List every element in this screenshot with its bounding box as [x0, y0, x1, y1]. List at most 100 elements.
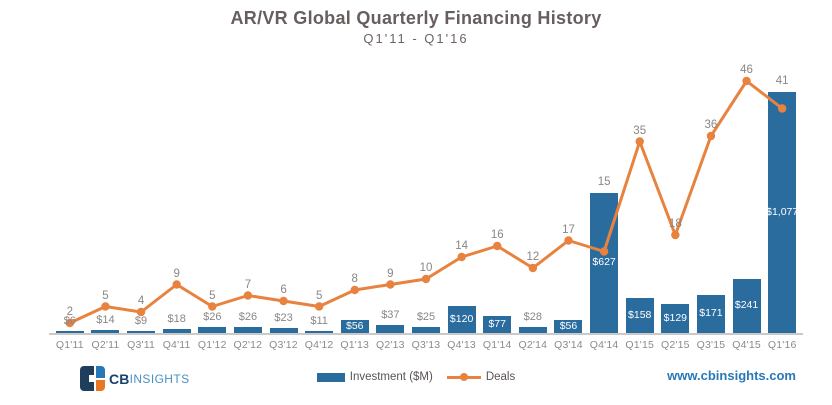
- investment-bar: [661, 304, 690, 333]
- legend-item-investment: Investment ($M): [316, 371, 433, 383]
- deals-point: [742, 76, 751, 86]
- deals-point: [564, 236, 573, 245]
- deals-value-label: 16: [490, 229, 504, 241]
- x-axis-label: Q4'15: [732, 339, 761, 351]
- logo-navy-block: [80, 366, 94, 391]
- investment-bar: [625, 298, 654, 333]
- legend-item-deals: Deals: [446, 371, 516, 383]
- legend-investment-label: Investment ($M): [349, 371, 433, 383]
- deals-point: [243, 291, 253, 300]
- investment-bar: [518, 327, 547, 333]
- bar-value-label: $26: [203, 311, 222, 323]
- deals-value-label: 14: [455, 240, 468, 252]
- bar-value-label: $129: [663, 311, 687, 324]
- x-axis-label: Q4'13: [447, 339, 476, 351]
- x-axis-label: Q3'13: [411, 339, 441, 351]
- deals-value-label: 6: [280, 284, 287, 296]
- deals-point: [386, 280, 395, 289]
- deals-point: [136, 307, 146, 317]
- x-axis-label: Q2'12: [233, 339, 263, 351]
- deals-point: [777, 104, 787, 113]
- deals-point: [671, 230, 680, 240]
- deals-point: [314, 302, 324, 311]
- bar-value-label: $37: [381, 309, 400, 321]
- bar-value-label: $120: [449, 312, 474, 325]
- x-axis-label: Q1'13: [340, 339, 370, 351]
- deals-value-label: 5: [315, 289, 323, 302]
- deals-point: [279, 296, 288, 306]
- investment-bar: [732, 279, 761, 333]
- bar-value-label: $171: [699, 307, 723, 319]
- investment-bar: [768, 92, 797, 333]
- deals-point: [65, 318, 75, 328]
- chart-legend: Investment ($M) Deals: [0, 371, 832, 383]
- investment-bar: [376, 325, 405, 333]
- bar-value-label: $56: [559, 319, 578, 332]
- deals-point: [635, 137, 644, 146]
- investment-bar: [696, 295, 725, 333]
- deals-point: [172, 280, 181, 289]
- logo-text-insights: INSIGHTS: [129, 371, 190, 386]
- bar-value-label: $158: [628, 308, 652, 321]
- x-axis-label: Q1'11: [55, 339, 84, 351]
- bar-value-label: $627: [592, 256, 616, 268]
- investment-bar: [269, 328, 298, 333]
- bar-value-label: $14: [96, 314, 115, 326]
- investment-bar: [162, 329, 191, 333]
- deals-value-label: 36: [704, 119, 718, 131]
- deals-value-label: 2: [66, 306, 73, 318]
- bar-value-label: $26: [238, 311, 258, 323]
- logo-text-cb: CB: [109, 370, 130, 387]
- deals-value-label: 46: [740, 64, 753, 76]
- bar-value-label: $25: [416, 311, 436, 323]
- deals-value-label: 8: [351, 273, 358, 285]
- deals-point: [706, 131, 716, 141]
- investment-bar: [412, 327, 440, 333]
- bar-value-label: $9: [134, 315, 148, 327]
- x-axis-label: Q2'11: [91, 339, 120, 351]
- x-axis-line: [49, 333, 803, 335]
- x-axis-label: Q1'15: [625, 339, 655, 351]
- investment-bar: [55, 331, 84, 333]
- x-axis-label: Q3'11: [127, 339, 155, 351]
- deals-point: [493, 241, 502, 251]
- investment-bar: [127, 331, 156, 333]
- investment-bar: [198, 327, 227, 333]
- x-axis-label: Q3'15: [696, 339, 726, 351]
- investment-bar: [590, 193, 619, 333]
- x-axis-label: Q1'12: [197, 339, 227, 351]
- bar-value-label: $1,077: [766, 205, 799, 218]
- deals-value-label: 9: [387, 267, 394, 280]
- deals-value-label: 10: [419, 262, 433, 274]
- bar-value-label: $28: [523, 311, 543, 323]
- bar-value-label: $6: [63, 315, 76, 327]
- bar-value-label: $241: [734, 299, 759, 311]
- deals-point: [599, 247, 609, 256]
- deals-point: [421, 274, 431, 284]
- deals-point: [528, 263, 538, 273]
- x-axis-label: Q3'14: [554, 339, 583, 351]
- bar-value-label: $56: [345, 319, 364, 332]
- bar-value-label: $23: [274, 312, 293, 324]
- investment-bar: [340, 320, 369, 333]
- cbinsights-logo: CB INSIGHTS: [80, 366, 190, 391]
- chart-subtitle: Q1'11 - Q1'16: [363, 31, 469, 46]
- investment-swatch: [316, 372, 345, 382]
- deals-swatch-dot: [459, 373, 468, 381]
- x-axis-label: Q1'16: [767, 339, 797, 351]
- investment-bar: [91, 330, 120, 333]
- bar-value-label: $18: [167, 313, 186, 325]
- deals-point: [350, 285, 359, 295]
- deals-value-label: 7: [244, 278, 252, 291]
- deals-value-label: 12: [526, 251, 540, 263]
- legend-deals-label: Deals: [485, 371, 516, 383]
- deals-swatch: [446, 373, 481, 382]
- deals-value-label: 35: [633, 124, 647, 137]
- deals-point: [457, 252, 466, 262]
- logo-notch: [89, 375, 94, 382]
- x-axis-label: Q4'12: [304, 339, 334, 351]
- bar-value-label: $11: [310, 315, 328, 327]
